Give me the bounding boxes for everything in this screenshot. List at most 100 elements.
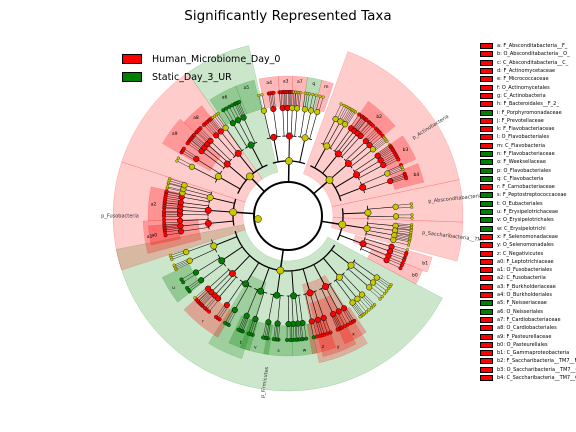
sector-letter: b2 (376, 114, 382, 120)
tree-node (222, 124, 229, 131)
taxa-key-swatch (480, 333, 493, 340)
sector-letter: b3 (403, 147, 409, 153)
taxa-key-swatch (480, 283, 493, 290)
branch (263, 110, 271, 139)
branch (361, 173, 388, 185)
taxa-key-item: a6: O_Neisseriales (480, 308, 576, 316)
branch (346, 111, 356, 126)
taxa-key-label: a2: C_Fusobacteriia (497, 275, 546, 282)
taxa-key-list: a: F_Absconditabacteria__F_ b: O_Abscondi… (480, 42, 576, 382)
branch (273, 137, 279, 162)
taxa-key-item: s: F_Peptostreptococcaceae (480, 191, 576, 199)
branch (217, 276, 237, 299)
branch (207, 269, 230, 289)
taxa-key-item: p: O_Flavobacteriales (480, 166, 576, 174)
taxa-key-item: a3: F_Burkholderiaceae (480, 283, 576, 291)
branch (334, 174, 357, 189)
branch (213, 236, 238, 247)
tree-node (204, 206, 212, 214)
branch (210, 197, 235, 204)
taxa-key-swatch (480, 76, 493, 83)
tree-leaf (299, 91, 303, 95)
branch (374, 141, 388, 152)
taxa-key-swatch (480, 126, 493, 133)
branch (334, 313, 343, 328)
taxa-key-swatch (480, 316, 493, 323)
taxa-key-item: j: F_Prevotellaceae (480, 117, 576, 125)
tree-node (285, 132, 293, 140)
tree-leaf (311, 335, 316, 340)
tree-leaf (409, 202, 413, 206)
branch (187, 143, 201, 153)
tree-node (387, 178, 394, 185)
taxa-key-label: e: F_Micrococcaceae (497, 76, 549, 83)
sector-letter: y (337, 345, 340, 350)
tree-node (301, 106, 308, 113)
branch (342, 309, 351, 324)
branch (208, 209, 234, 213)
clade-sector-red (367, 249, 423, 285)
branch (186, 242, 213, 253)
taxa-key-item: k: F_Flavobacteriaceae (480, 125, 576, 133)
taxa-key-swatch (480, 92, 493, 99)
taxa-key-swatch (480, 366, 493, 373)
clade-label: p_Firmicutes (260, 366, 270, 398)
branch (225, 127, 243, 151)
branch (395, 228, 412, 231)
tree-node (177, 199, 184, 206)
taxa-key-swatch (480, 142, 493, 149)
taxa-key-label: x: F_Selenomonadaceae (497, 233, 558, 240)
taxa-key-item: b2: F_Saccharibacteria__TM7__F_ (480, 357, 576, 365)
branch (166, 191, 183, 196)
tree-node (235, 117, 242, 124)
branch (182, 192, 210, 200)
branch (246, 289, 258, 316)
branch (234, 285, 249, 311)
sector-letter: a6 (222, 94, 228, 100)
branch (322, 118, 336, 145)
branch (329, 284, 345, 309)
tree-node (188, 163, 195, 170)
tree-node (306, 289, 314, 297)
branch (215, 135, 236, 157)
taxa-key-item: i: F_Porphyromonadaceae (480, 108, 576, 116)
taxa-key-item: f: O_Actinomycetales (480, 83, 576, 91)
branch (294, 108, 298, 137)
branch (386, 164, 402, 172)
sector-letter: m (324, 85, 328, 90)
tree-node (204, 219, 212, 227)
taxa-key-label: a0: F_Leptotrichiaceae (497, 258, 554, 265)
tree-node (359, 291, 366, 298)
tree-leaf (367, 308, 371, 312)
tree-leaf (406, 243, 411, 247)
tree-node (186, 257, 193, 264)
sector-letter: u (172, 286, 175, 291)
taxa-key-item: a0: F_Leptotrichiaceae (480, 258, 576, 266)
tree-leaf (398, 266, 403, 271)
taxa-key-item: g: C_Actinobacteria (480, 92, 576, 100)
branch (329, 163, 349, 181)
sector-letter: w (303, 348, 307, 353)
branch (322, 257, 340, 278)
tree-node (374, 152, 381, 159)
branch (184, 184, 212, 194)
branch (384, 159, 399, 167)
branch (180, 206, 209, 210)
branch (267, 322, 271, 339)
branch (342, 274, 363, 295)
tree-node (193, 155, 200, 162)
tree-node (293, 105, 301, 112)
taxa-key-item: a2: C_Fusobacteriia (480, 274, 576, 282)
taxa-key-label: u: F_Erysipelotrichaceae (497, 209, 559, 216)
tree-node (183, 249, 190, 256)
branch (221, 246, 243, 262)
branch (319, 319, 325, 335)
branch (273, 92, 276, 109)
branch (336, 130, 355, 154)
tree-leaf (214, 315, 218, 319)
branch (371, 137, 385, 148)
taxa-key-swatch (480, 308, 493, 315)
tree-node (210, 242, 218, 250)
tree-node (332, 115, 339, 123)
branch (203, 124, 215, 137)
